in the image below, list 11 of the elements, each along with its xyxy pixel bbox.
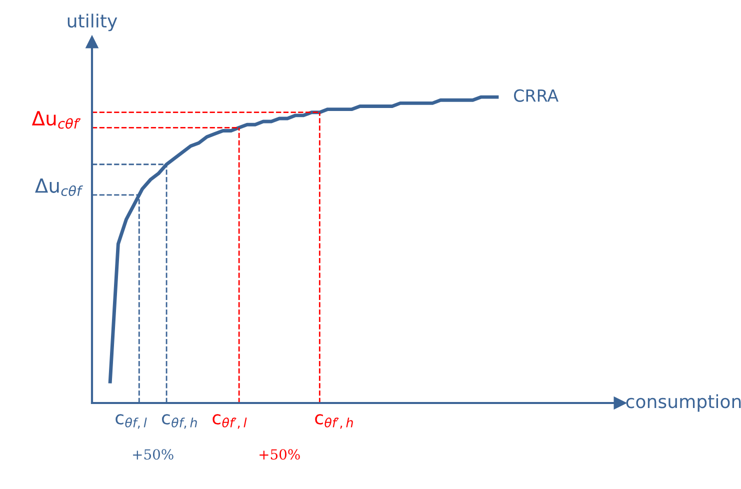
text: c$_{θf′,h}$: [315, 414, 353, 429]
text: +50%: [260, 449, 300, 460]
text: c$_{θf,h}$: [162, 414, 197, 429]
ref-line-label: Δu$_{cθf}$: [35, 178, 83, 196]
text: c$_{θf′,l}$: [212, 414, 247, 429]
text: consumption: [626, 394, 741, 412]
y-axis-title: utility: [68, 14, 118, 32]
text: c$_{θf,l}$: [116, 414, 147, 429]
ref-line-label: Δu$_{cθf′}$: [32, 111, 81, 129]
series-label: CRRA: [514, 89, 558, 102]
text: +50%: [133, 449, 174, 460]
